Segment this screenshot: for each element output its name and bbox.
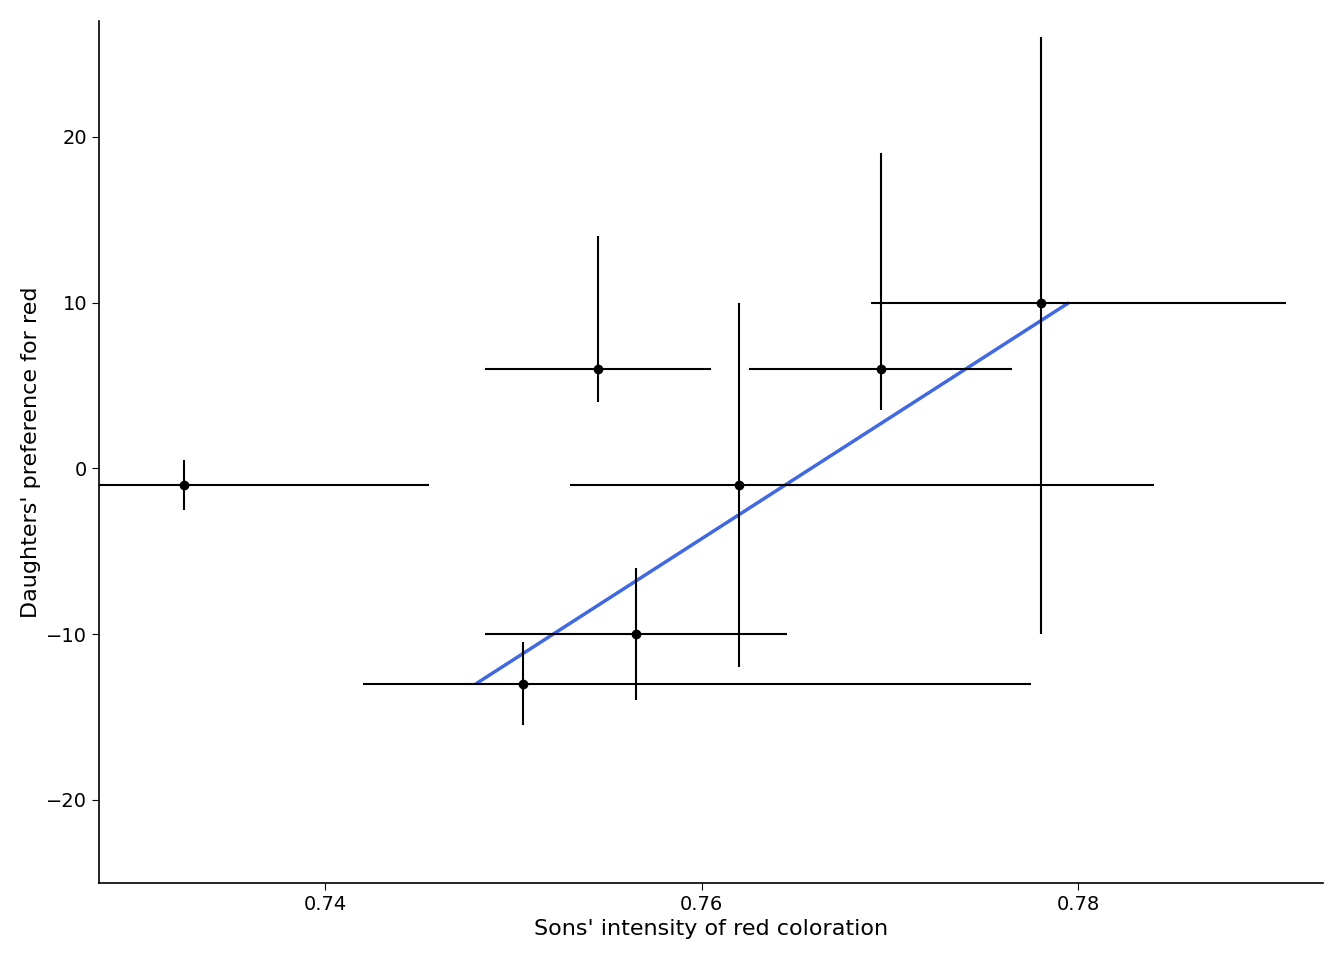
X-axis label: Sons' intensity of red coloration: Sons' intensity of red coloration xyxy=(534,919,888,939)
Y-axis label: Daughters' preference for red: Daughters' preference for red xyxy=(22,286,40,617)
